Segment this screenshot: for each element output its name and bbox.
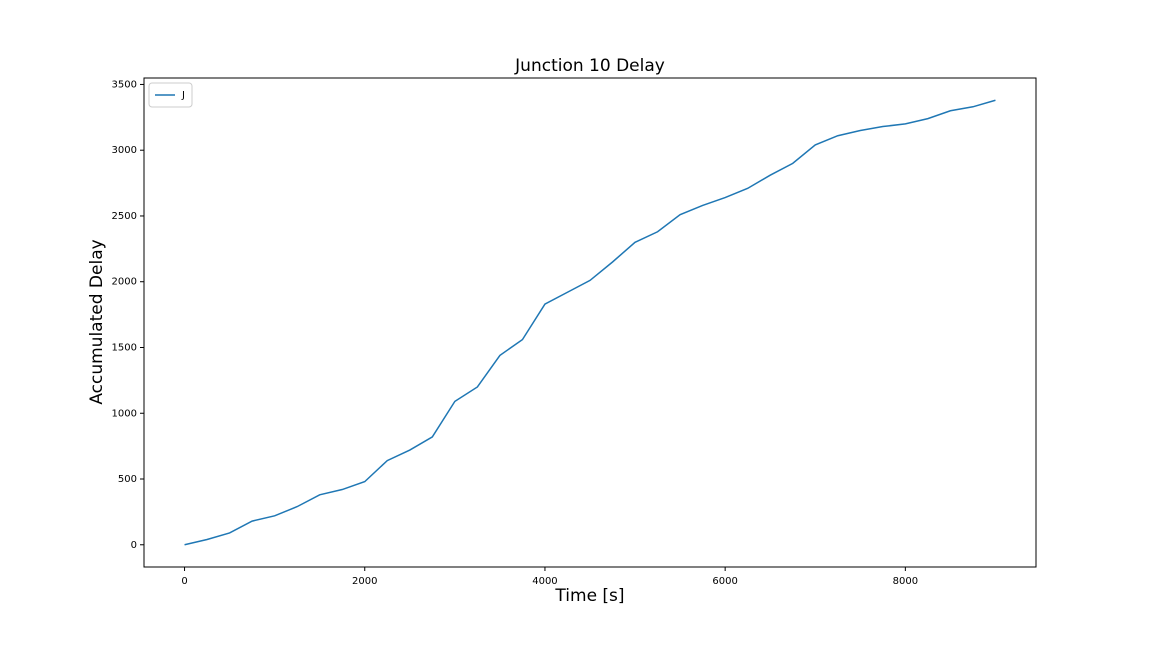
y-tick-label: 2000	[112, 277, 137, 288]
x-tick-label: 4000	[532, 576, 557, 587]
y-tick-label: 3000	[112, 145, 137, 156]
y-axis-label: Accumulated Delay	[87, 239, 107, 404]
y-tick-label: 3500	[112, 79, 137, 90]
y-tick-label: 1000	[112, 408, 137, 419]
x-tick-label: 2000	[352, 576, 377, 587]
y-tick-label: 1500	[112, 342, 137, 353]
x-axis-label: Time [s]	[554, 586, 624, 606]
x-tick-label: 8000	[893, 576, 918, 587]
y-tick-label: 2500	[112, 211, 137, 222]
line	[184, 99, 996, 546]
y-tick-label: 0	[131, 540, 137, 551]
plot-frame	[143, 77, 1037, 568]
legend-label: J	[181, 90, 185, 101]
x-tick-label: 6000	[712, 576, 737, 587]
x-tick-label: 0	[181, 576, 187, 587]
chart-title: Junction 10 Delay	[514, 56, 665, 76]
y-tick-label: 500	[118, 474, 137, 485]
